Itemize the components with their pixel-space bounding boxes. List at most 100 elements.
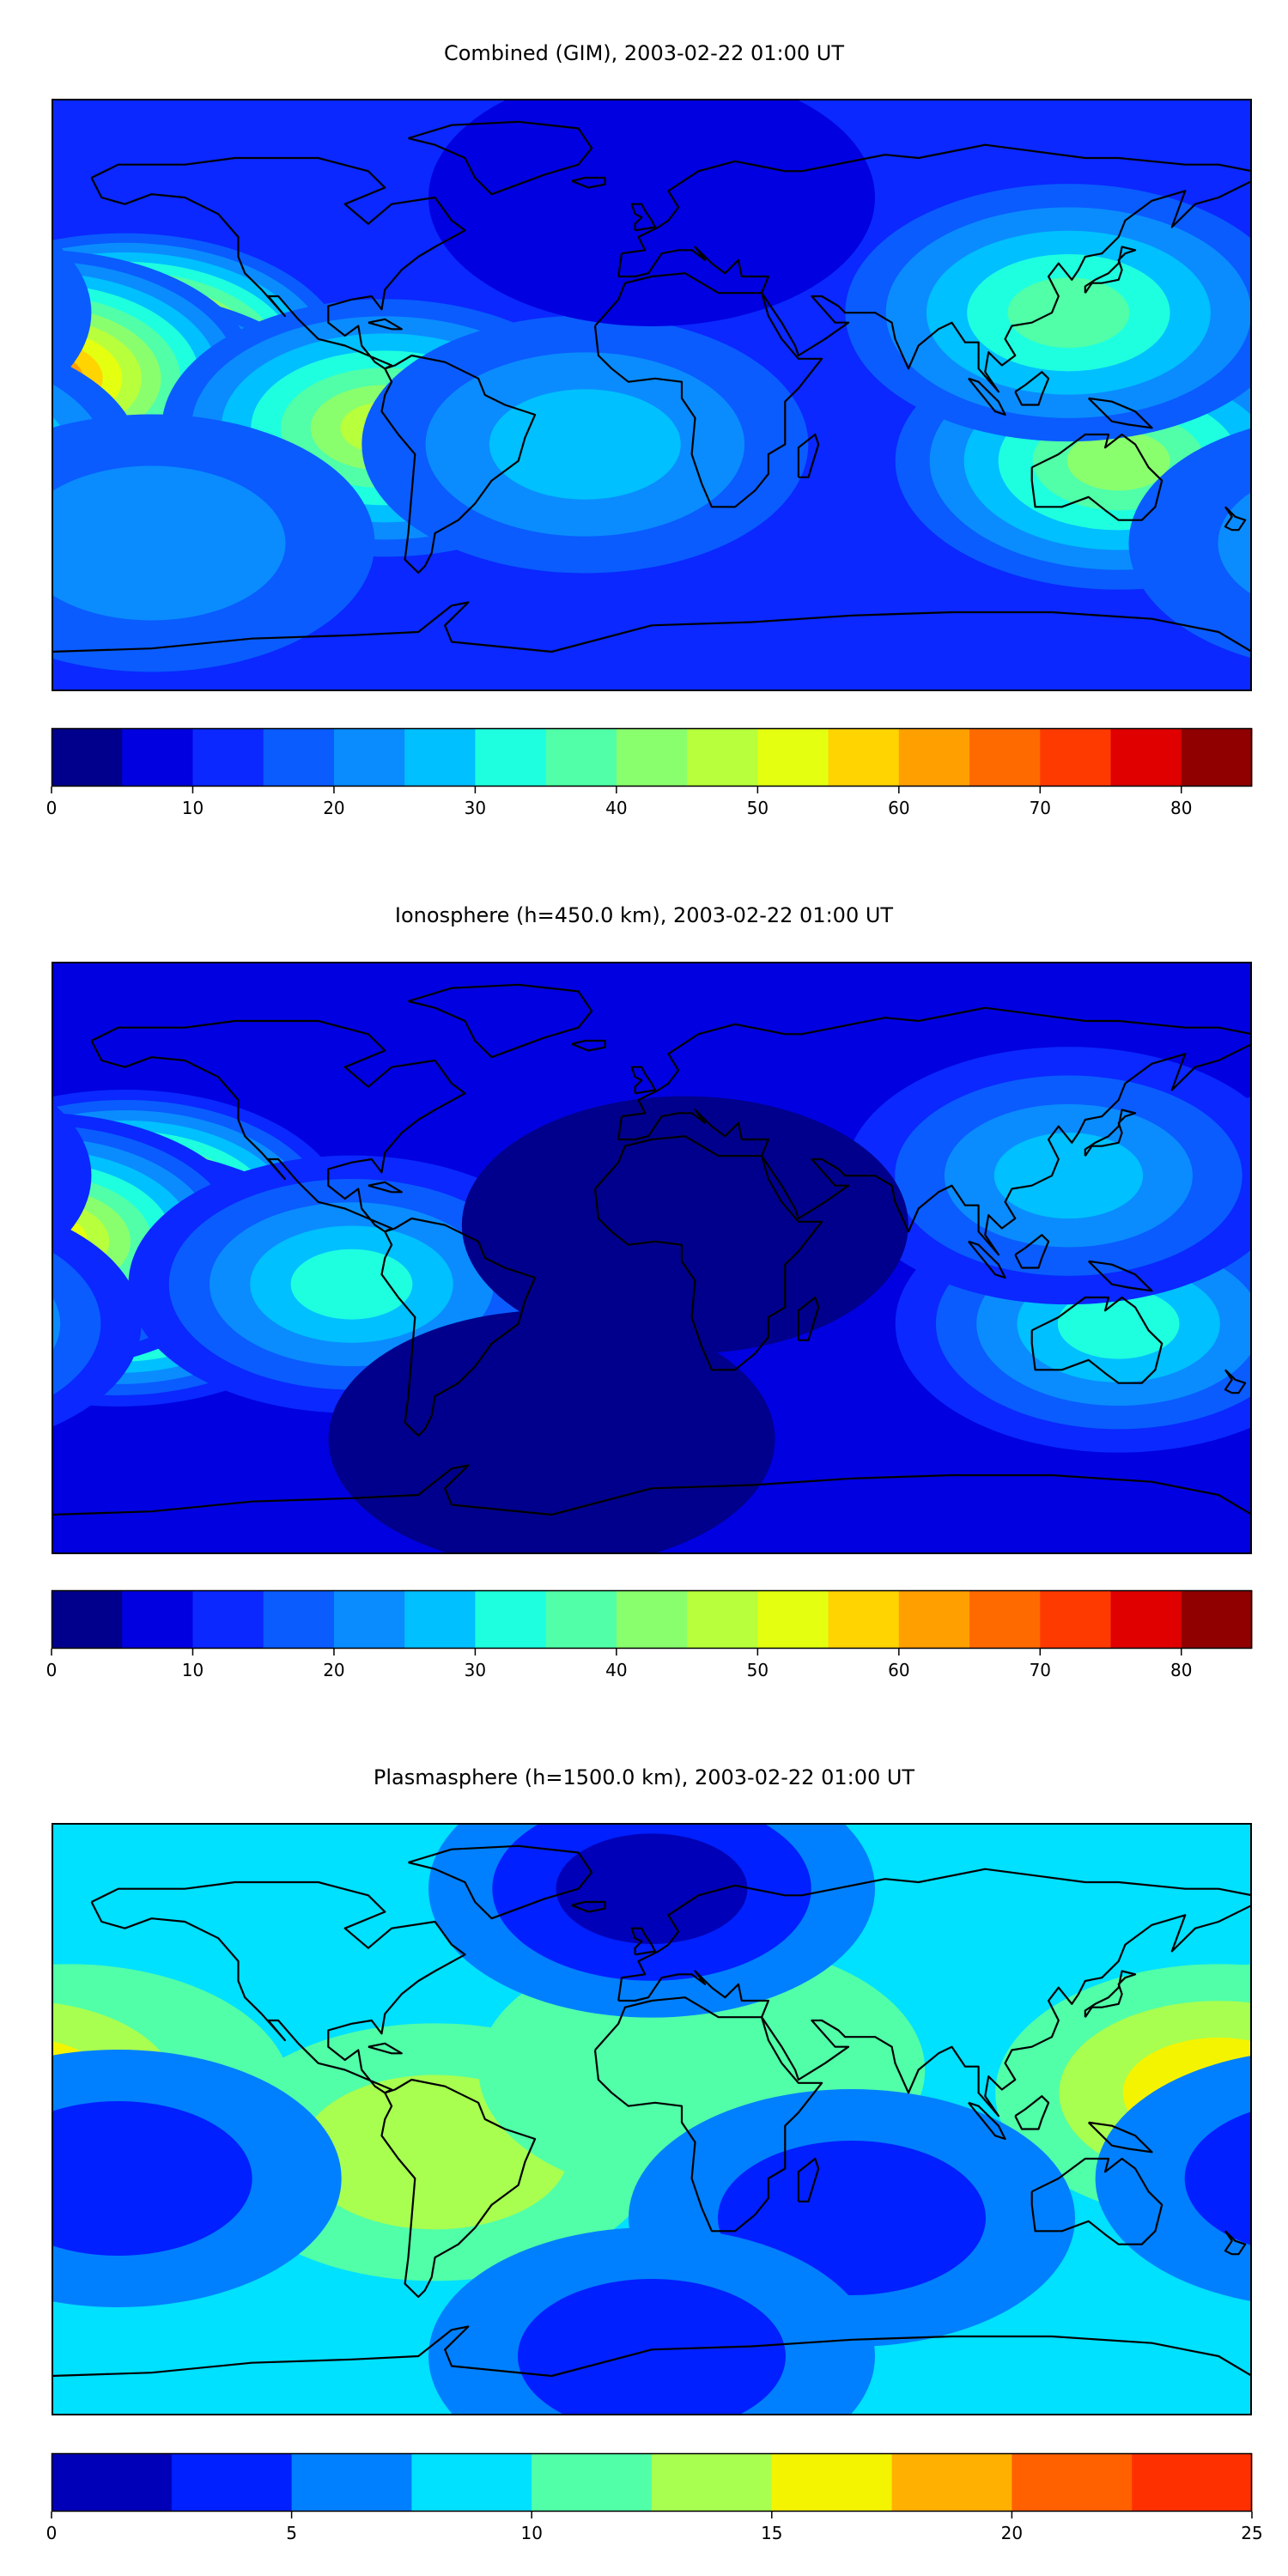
colorbar-segment (969, 1590, 1041, 1649)
colorbar-segment (475, 728, 547, 787)
contour-band (1128, 428, 1252, 659)
contour-band (489, 389, 681, 500)
coastline-cuba (368, 2042, 403, 2055)
panel-3-title: Plasmasphere (h=1500.0 km), 2003-02-22 0… (373, 1765, 915, 1789)
contour-anomaly-9 (428, 99, 875, 326)
coastline-cuba (368, 318, 403, 331)
coastline-australia (1030, 433, 1163, 521)
colorbar-segment (828, 1590, 900, 1649)
colorbar-segment (333, 728, 405, 787)
contour-anomaly-7 (361, 315, 809, 574)
colorbar-segment (616, 728, 688, 787)
colorbar-segment (757, 1590, 829, 1649)
colorbar-segment (828, 728, 900, 787)
colorbar-segment (122, 728, 193, 787)
colorbar-segment (263, 728, 335, 787)
colorbar-tick-label: 50 (747, 1660, 769, 1680)
coastline-new-guinea (1087, 2121, 1153, 2154)
coastline-south-america (380, 354, 537, 574)
colorbar-segment (898, 728, 970, 787)
coastline-madagascar (797, 1296, 820, 1341)
colorbar-frame (51, 1589, 1253, 1649)
contour-anomaly-8 (52, 414, 1252, 672)
panel-3-map (52, 1823, 1252, 2415)
colorbar-segment (333, 1590, 405, 1649)
coastline-antarctica (52, 601, 1252, 653)
colorbar-tick-label: 80 (1170, 798, 1192, 818)
colorbar-frame (51, 2452, 1253, 2512)
panel-2-title: Ionosphere (h=450.0 km), 2003-02-22 01:0… (394, 903, 894, 927)
contour-anomaly-7 (461, 1096, 908, 1354)
coastline-africa (593, 1135, 823, 1371)
panel-2-map (52, 962, 1252, 1554)
panel-3-colorbar: 0 5 10 15 20 25 (46, 2452, 1263, 2543)
coastline-new-zealand (1224, 2230, 1247, 2256)
colorbar-tick-label: 15 (761, 2523, 782, 2543)
coastline-borneo (1014, 2095, 1050, 2130)
coastline-madagascar (797, 433, 820, 478)
colorbar-tick-label: 10 (182, 798, 204, 818)
colorbar-segment (192, 1590, 264, 1649)
coastlines (52, 983, 1252, 1516)
coastline-new-zealand (1224, 1369, 1247, 1394)
colorbar-tick-label: 20 (323, 798, 344, 818)
colorbar-segment (898, 1590, 970, 1649)
coastline-uk (630, 1066, 657, 1095)
panel-1-map (52, 99, 1252, 691)
colorbar-segment (616, 1590, 688, 1649)
coastline-australia (1030, 2157, 1163, 2245)
colorbar-tick-label: 0 (46, 798, 58, 818)
coastline-south-america (380, 1217, 537, 1437)
panel-1-title: Combined (GIM), 2003-02-22 01:00 UT (443, 41, 845, 65)
colorbar-tick-label: 0 (46, 1660, 58, 1680)
colorbar-segment (1110, 728, 1182, 787)
colorbar-tick-label: 70 (1030, 798, 1051, 818)
colorbar-tick-label: 0 (46, 2523, 58, 2543)
coastline-africa (593, 272, 823, 508)
contour-band (290, 1249, 413, 1320)
contour-band (52, 465, 286, 621)
coastline-borneo (1014, 371, 1050, 406)
colorbar-tick-label: 10 (520, 2523, 542, 2543)
colorbar-segment (171, 2453, 293, 2512)
colorbar-segment (404, 728, 476, 787)
coastline-africa (593, 1996, 823, 2233)
colorbar-segment (687, 1590, 758, 1649)
contour-anomaly-7 (428, 1823, 875, 2018)
coastline-cuba (368, 1181, 403, 1194)
contour-band (1095, 2055, 1252, 2302)
coastline-sumatra (968, 1240, 1006, 1279)
colorbar-tick-label: 40 (605, 1660, 627, 1680)
colorbar-tick-label: 5 (286, 2523, 297, 2543)
coastline-sumatra (968, 2101, 1006, 2141)
contour-band (1066, 431, 1170, 491)
colorbar-tick-label: 80 (1170, 1660, 1192, 1680)
colorbar-tick-label: 20 (323, 1660, 344, 1680)
contour-band (1218, 491, 1252, 595)
panel-1-colorbar: 0 10 20 30 40 50 60 70 80 (46, 727, 1253, 818)
coastline-eurasia (617, 1868, 1252, 2117)
colorbar-segment (1040, 1590, 1112, 1649)
colorbar-tick-label: 40 (605, 798, 627, 818)
contour-anomaly-6 (52, 1047, 1252, 1305)
colorbar-segment (1110, 1590, 1182, 1649)
colorbar-segment (52, 728, 123, 787)
colorbar-tick-label: 60 (888, 798, 909, 818)
colorbar-segment (1132, 2453, 1253, 2512)
colorbar-segment (969, 728, 1041, 787)
coastline-greenland (408, 120, 593, 196)
colorbar-tick-label: 30 (465, 1660, 486, 1680)
map-frame (52, 962, 1252, 1554)
map-frame (52, 1823, 1252, 2415)
colorbar-segment (1012, 2453, 1133, 2512)
colorbar-segment (192, 728, 264, 787)
contour-band (993, 1133, 1144, 1219)
contour-band (556, 1833, 748, 1944)
coastline-eurasia (617, 143, 1252, 393)
colorbar-tick-label: 70 (1030, 1660, 1051, 1680)
coastline-uk (630, 203, 657, 232)
coastline-north-america (90, 1880, 466, 2094)
contour-band (461, 1096, 908, 1354)
coastline-greenland (408, 983, 593, 1059)
colorbar-segment (475, 1590, 547, 1649)
